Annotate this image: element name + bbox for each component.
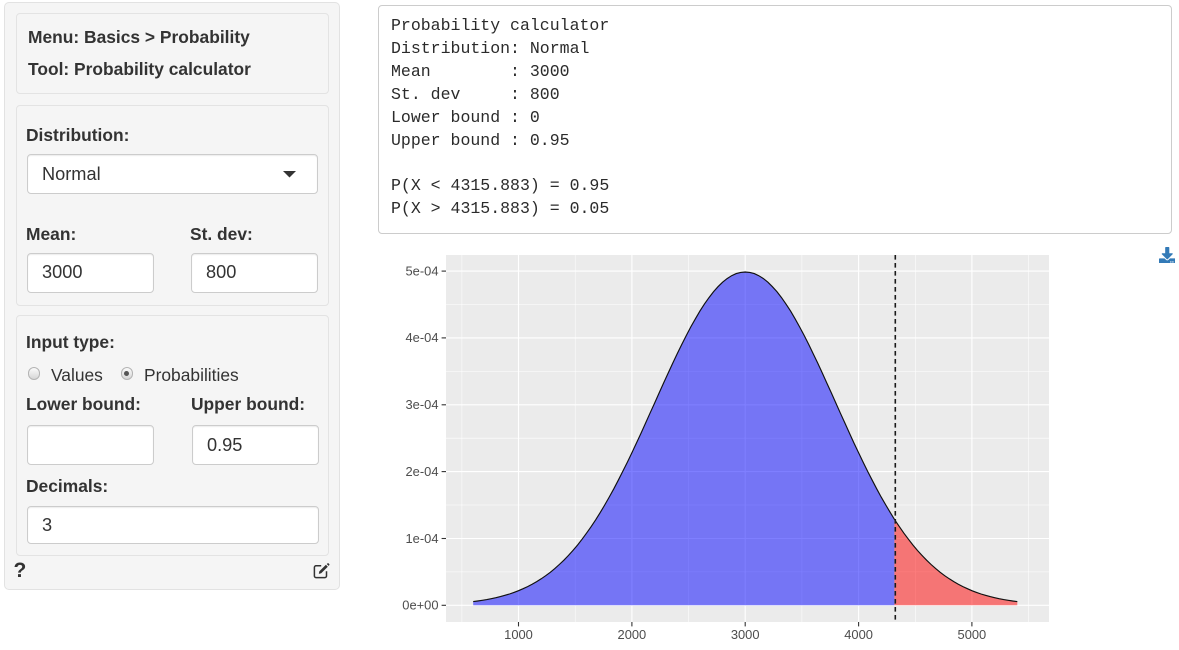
svg-text:4000: 4000 (844, 627, 873, 642)
svg-text:4e-04: 4e-04 (406, 330, 439, 345)
svg-text:5000: 5000 (958, 627, 987, 642)
svg-text:3e-04: 3e-04 (406, 397, 439, 412)
svg-text:3000: 3000 (731, 627, 760, 642)
svg-text:2000: 2000 (618, 627, 647, 642)
svg-text:5e-04: 5e-04 (406, 263, 439, 278)
svg-text:1e-04: 1e-04 (406, 531, 439, 546)
svg-text:0e+00: 0e+00 (402, 598, 438, 613)
svg-text:2e-04: 2e-04 (406, 464, 439, 479)
svg-text:1000: 1000 (504, 627, 533, 642)
